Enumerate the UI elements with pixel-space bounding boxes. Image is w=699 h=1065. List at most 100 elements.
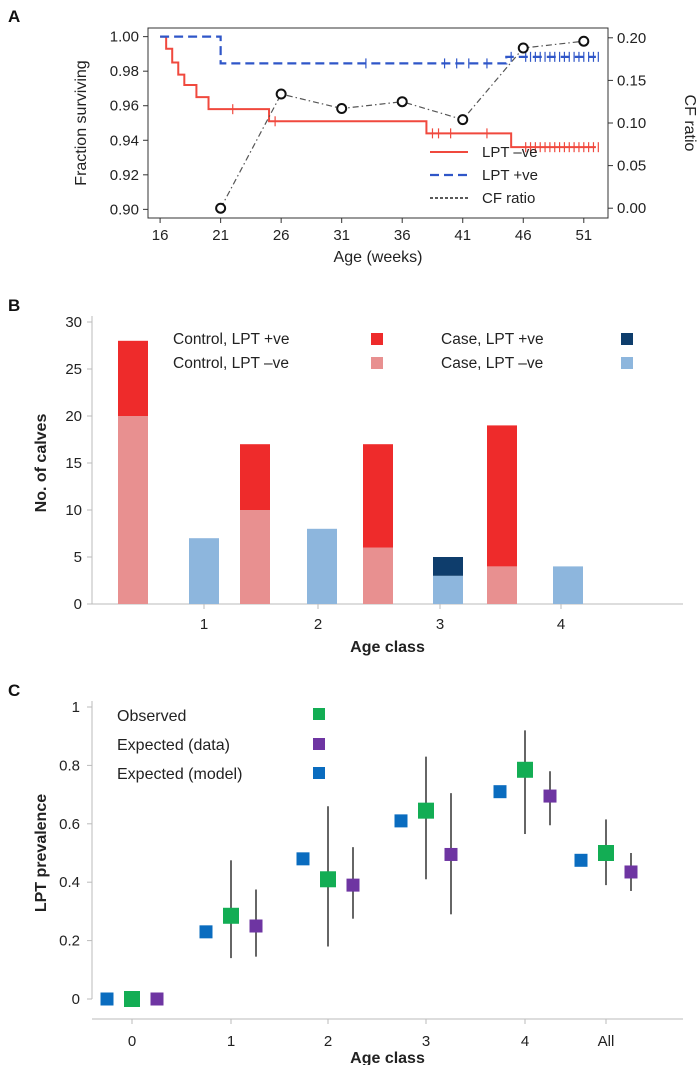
legend-cf-ratio-label: CF ratio bbox=[482, 190, 535, 207]
point-expected-model bbox=[100, 992, 114, 1006]
y2-tick-label: 0.15 bbox=[617, 72, 646, 89]
y-tick-label: 0.6 bbox=[59, 816, 80, 833]
y-tick-label: 0.98 bbox=[110, 63, 139, 80]
point-expected-data bbox=[543, 789, 557, 803]
y-tick-label: 0.96 bbox=[110, 98, 139, 115]
bar-control-lpt-positive bbox=[487, 425, 517, 567]
y2-axis-title: CF ratio bbox=[681, 95, 698, 152]
legend-control-lpt-negative-label: Control, LPT –ve bbox=[173, 355, 289, 372]
legend-control-lpt-positive-swatch bbox=[371, 333, 383, 345]
legend-lpt-negative-label: LPT –ve bbox=[482, 144, 538, 161]
bar-control-lpt-positive bbox=[363, 444, 393, 548]
legend-expected-data-swatch bbox=[313, 738, 325, 750]
bar-case-lpt-negative bbox=[433, 575, 463, 604]
y-tick-label: 0.92 bbox=[110, 167, 139, 184]
legend-expected-data-label: Expected (data) bbox=[117, 737, 230, 754]
point-observed bbox=[320, 871, 336, 888]
point-observed bbox=[517, 761, 533, 778]
x-axis-title: Age class bbox=[350, 639, 425, 656]
point-observed bbox=[598, 845, 614, 861]
bar-control-lpt-negative bbox=[118, 416, 148, 604]
y-tick-label: 0.94 bbox=[110, 132, 139, 149]
y-tick-label: 0 bbox=[74, 596, 82, 613]
x-tick-label: 21 bbox=[212, 227, 229, 244]
point-expected-data bbox=[624, 865, 638, 879]
point-expected-data bbox=[249, 919, 263, 933]
cf-ratio-point bbox=[336, 103, 348, 115]
x-tick-label: 46 bbox=[515, 227, 532, 244]
legend-expected-model-label: Expected (model) bbox=[117, 766, 242, 783]
legend-lpt-positive-label: LPT +ve bbox=[482, 167, 538, 184]
y2-tick-label: 0.05 bbox=[617, 158, 646, 175]
legend-observed-label: Observed bbox=[117, 708, 186, 725]
legend-case-lpt-negative-swatch bbox=[621, 357, 633, 369]
x-tick-label: 26 bbox=[273, 227, 290, 244]
cf-ratio-point bbox=[275, 88, 287, 100]
x-tick-label: 36 bbox=[394, 227, 411, 244]
panel-label: B bbox=[8, 296, 20, 315]
cf-ratio-point bbox=[215, 202, 227, 214]
x-tick-label: 1 bbox=[200, 616, 208, 633]
y-tick-label: 0 bbox=[72, 991, 80, 1008]
bar-control-lpt-negative bbox=[487, 566, 517, 604]
y-tick-label: 0.2 bbox=[59, 933, 80, 950]
point-expected-model bbox=[296, 852, 310, 866]
x-tick-label: 16 bbox=[152, 227, 169, 244]
x-tick-label: 3 bbox=[436, 616, 444, 633]
y-tick-label: 1 bbox=[72, 699, 80, 716]
x-tick-label: 4 bbox=[521, 1033, 529, 1050]
x-tick-label: 4 bbox=[557, 616, 565, 633]
bar-case-lpt-positive bbox=[433, 557, 463, 576]
x-tick-label: 1 bbox=[227, 1033, 235, 1050]
point-expected-data bbox=[150, 992, 164, 1006]
bar-control-lpt-positive bbox=[118, 340, 148, 416]
cf-ratio-point bbox=[578, 35, 590, 47]
legend-control-lpt-negative-swatch bbox=[371, 357, 383, 369]
y-axis-title: Fraction surviving bbox=[73, 60, 90, 185]
bar-control-lpt-positive bbox=[240, 444, 270, 510]
point-expected-data bbox=[444, 847, 458, 861]
x-tick-label: 3 bbox=[422, 1033, 430, 1050]
bar-case-lpt-negative bbox=[307, 528, 337, 604]
panel-label: C bbox=[8, 681, 20, 700]
y-tick-label: 0.90 bbox=[110, 201, 139, 218]
legend-observed-swatch bbox=[313, 708, 325, 720]
point-expected-model bbox=[394, 814, 408, 828]
y-tick-label: 30 bbox=[65, 314, 82, 331]
panel-label: A bbox=[8, 7, 20, 26]
y-tick-label: 25 bbox=[65, 361, 82, 378]
x-tick-label: 51 bbox=[575, 227, 592, 244]
legend-case-lpt-negative-label: Case, LPT –ve bbox=[441, 355, 543, 372]
y2-tick-label: 0.10 bbox=[617, 115, 646, 132]
panel-a: A 16 21 26 31 36 41 46 51 0.90 0.92 0.94 0.96 0.98 1.0… bbox=[8, 7, 698, 266]
cf-ratio-point bbox=[457, 114, 469, 126]
point-observed bbox=[418, 802, 434, 819]
y-tick-label: 1.00 bbox=[110, 29, 139, 46]
x-axis-title: Age (weeks) bbox=[334, 249, 423, 266]
point-expected-data bbox=[346, 878, 360, 892]
y-tick-label: 20 bbox=[65, 408, 82, 425]
legend-control-lpt-positive-label: Control, LPT +ve bbox=[173, 331, 289, 348]
panel-b: B 0 5 10 15 20 25 30 1 2 3 4 Age class No. of calves C… bbox=[8, 296, 683, 656]
y2-tick-label: 0.20 bbox=[617, 30, 646, 47]
x-tick-label: 41 bbox=[454, 227, 471, 244]
series-lpt-positive-line bbox=[160, 35, 596, 65]
x-tick-label: 0 bbox=[128, 1033, 136, 1050]
series-lpt-negative-line bbox=[160, 35, 596, 149]
legend-expected-model-swatch bbox=[313, 767, 325, 779]
bar-control-lpt-negative bbox=[363, 547, 393, 604]
bar-case-lpt-negative bbox=[553, 566, 583, 604]
bar-control-lpt-negative bbox=[240, 510, 270, 604]
x-tick-label: 2 bbox=[314, 616, 322, 633]
point-expected-model bbox=[574, 853, 588, 867]
legend-case-lpt-positive-label: Case, LPT +ve bbox=[441, 331, 544, 348]
point-observed bbox=[124, 991, 140, 1007]
legend-case-lpt-positive-swatch bbox=[621, 333, 633, 345]
y-tick-label: 0.8 bbox=[59, 757, 80, 774]
y-axis-title: LPT prevalence bbox=[33, 794, 50, 912]
point-expected-model bbox=[199, 925, 213, 939]
bar-case-lpt-negative bbox=[189, 538, 219, 604]
y2-tick-label: 0.00 bbox=[617, 200, 646, 217]
y-axis-title: No. of calves bbox=[33, 414, 50, 513]
y-tick-label: 15 bbox=[65, 455, 82, 472]
